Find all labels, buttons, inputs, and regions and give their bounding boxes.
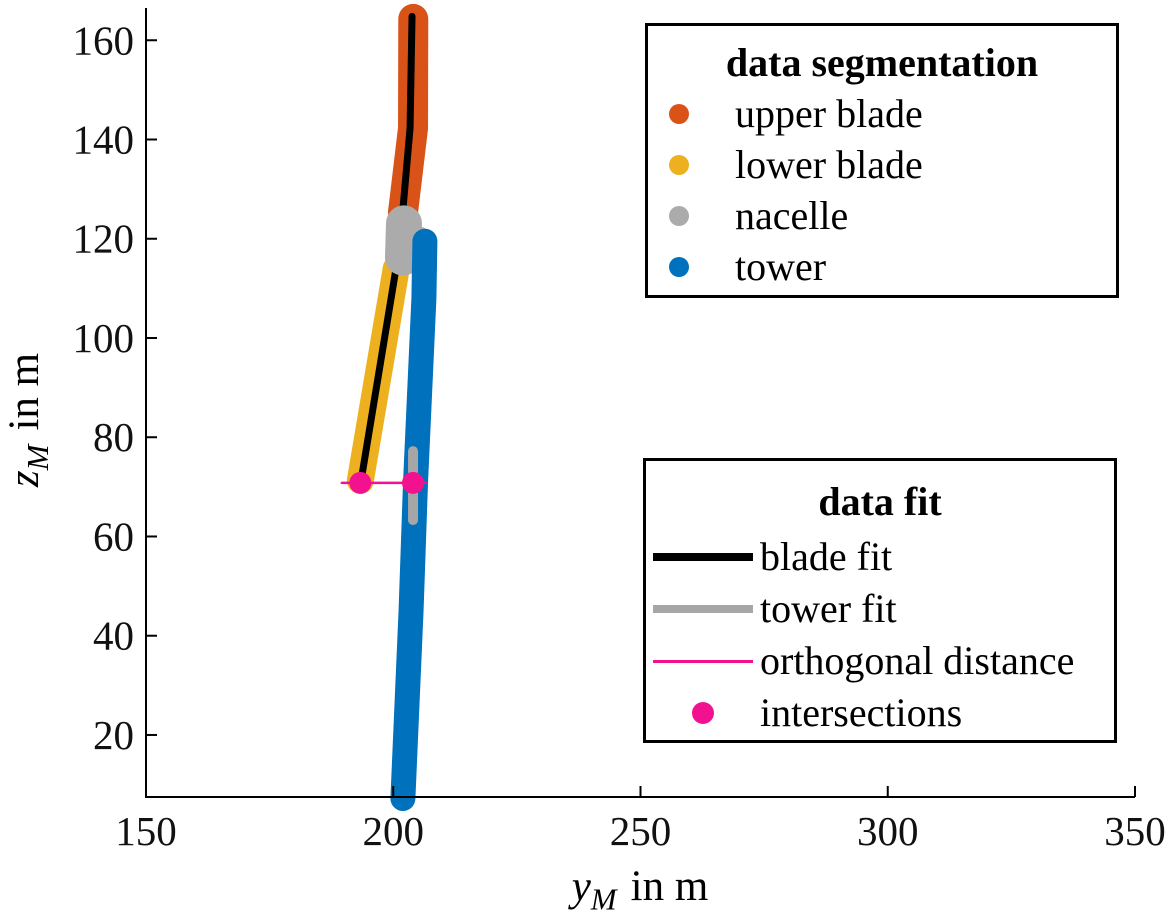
y-axis-label: zMin m: [0, 353, 56, 487]
legend-item-orthogonal-distance: orthogonal distance: [646, 635, 1114, 687]
x-tick-label-250: 250: [610, 808, 672, 854]
legend-item-label: tower: [735, 243, 827, 289]
series-blade-fit: [357, 12, 416, 484]
legend-fit-title: data fit: [818, 479, 942, 524]
blade-fit-line-icon: [653, 553, 753, 561]
legend-item-label: orthogonal distance: [760, 638, 1075, 683]
legend-item-lower-blade: lower blade: [648, 139, 1116, 190]
lower-blade-marker-icon: [669, 154, 689, 175]
legend-item-label: nacelle: [735, 192, 849, 238]
legend-item-tower: tower: [648, 241, 1116, 292]
x-tick-label-200: 200: [363, 808, 425, 854]
blade-fit-line-swatch: [653, 553, 753, 561]
nacelle-marker-icon: [669, 205, 689, 226]
tower-marker-icon: [669, 256, 689, 277]
legend-item-label: intersections: [760, 690, 963, 735]
upper-blade-marker-icon: [669, 103, 689, 124]
orthogonal-distance-line-icon: [653, 659, 753, 663]
x-tick-label-350: 350: [1104, 808, 1166, 854]
y-tick-label-80: 80: [93, 414, 134, 460]
intersections-dot-swatch: [692, 702, 714, 724]
x-tick-label-300: 300: [857, 808, 919, 854]
intersections-marker-icon: [653, 702, 753, 724]
x-tick-label-150: 150: [115, 808, 177, 854]
legend-item-label: lower blade: [735, 141, 923, 187]
legend-item-nacelle: nacelle: [648, 190, 1116, 241]
tower-fit-line-icon: [653, 605, 753, 613]
series-intersections-point: [349, 471, 372, 494]
legend-item-tower-fit: tower fit: [646, 583, 1114, 635]
y-tick-label-120: 120: [73, 216, 135, 262]
legend-item-upper-blade: upper blade: [648, 88, 1116, 139]
y-tick-label-60: 60: [93, 513, 134, 559]
x-axis-unit: in m: [630, 863, 709, 910]
y-tick-label-160: 160: [73, 17, 135, 63]
legend-segmentation-title: data segmentation: [725, 40, 1039, 85]
y-tick-label-40: 40: [93, 613, 134, 659]
x-axis-subscript: M: [590, 881, 617, 917]
y-tick-label-140: 140: [73, 117, 135, 163]
legend-item-label: tower fit: [760, 586, 897, 631]
y-axis-variable: z: [1, 470, 49, 488]
legend-item-label: blade fit: [760, 534, 893, 579]
orthogonal-distance-line-swatch: [653, 659, 753, 663]
legend-item-intersections: intersections: [646, 687, 1114, 739]
x-axis-label: yM in m: [400, 862, 880, 918]
series-intersections-point: [402, 471, 425, 494]
legend-item-label: upper blade: [735, 90, 923, 136]
tower-fit-line-swatch: [653, 605, 753, 613]
y-axis-unit: in m: [1, 352, 49, 431]
x-axis-variable: y: [571, 863, 591, 910]
legend-item-blade-fit: blade fit: [646, 531, 1114, 583]
y-tick-label-20: 20: [93, 712, 134, 758]
legend-data-fit: data fit blade fit tower fit orthogonal …: [643, 458, 1117, 743]
legend-data-segmentation: data segmentation upper blade lower blad…: [645, 23, 1119, 298]
y-tick-label-100: 100: [73, 315, 135, 361]
y-axis-subscript: M: [19, 444, 55, 471]
